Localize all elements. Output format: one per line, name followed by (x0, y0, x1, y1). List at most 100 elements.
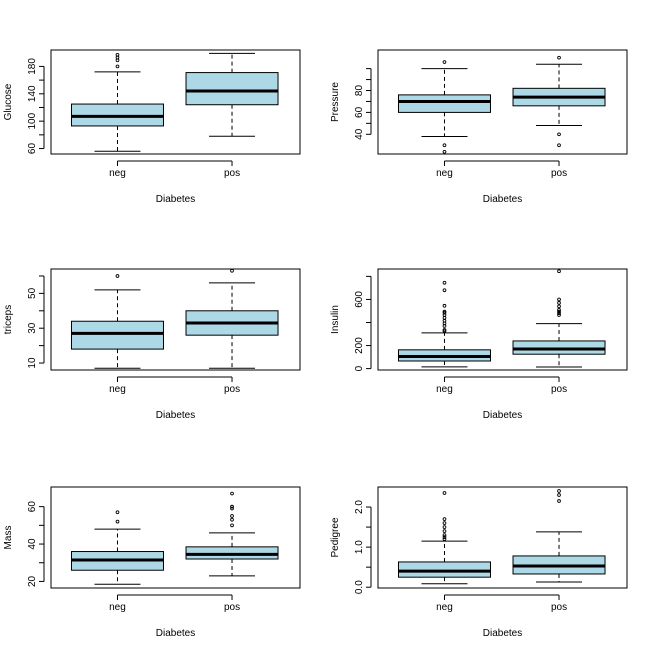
outlier-point (230, 506, 234, 511)
outlier-point (442, 280, 447, 285)
outlier-point (442, 143, 447, 148)
box-pos (185, 268, 279, 369)
y-axis-title: Insulin (330, 305, 341, 334)
outlier-point (230, 514, 234, 518)
outlier-point (442, 318, 447, 323)
iqr-box (185, 72, 279, 106)
box-pos (512, 55, 606, 148)
plot-frame (377, 486, 628, 589)
outlier-point (557, 297, 561, 302)
outlier-point (442, 149, 447, 154)
outlier-point (557, 304, 561, 309)
iqr-box (397, 561, 491, 578)
x-tick-label: neg (436, 384, 453, 395)
outlier-point (115, 510, 120, 515)
outlier-point (442, 529, 447, 533)
outlier-point (115, 52, 120, 57)
x-axis-title: Diabetes (483, 194, 522, 205)
x-axis-title: Diabetes (483, 628, 522, 639)
x-tick-label: neg (109, 384, 126, 395)
plot-frame (377, 49, 628, 155)
outlier-point (442, 328, 447, 332)
y-tick-label: 100 (27, 112, 38, 129)
outlier-point (442, 316, 447, 320)
outlier-point (230, 517, 234, 522)
outlier-point (557, 143, 561, 148)
y-tick-label: 40 (27, 538, 38, 550)
y-tick-label: 2.0 (354, 500, 365, 514)
plot-frame (50, 49, 301, 155)
outlier-point (442, 303, 447, 308)
panel-middle-left: 10 30 50 triceps neg pos Diabetes (3, 268, 301, 421)
y-tick-label: 60 (354, 106, 365, 118)
outlier-point (557, 132, 561, 137)
x-tick-label: neg (436, 168, 453, 179)
outlier-point (442, 525, 447, 529)
outlier-point (442, 313, 447, 317)
y-tick-label: 600 (354, 291, 365, 308)
y-tick-label: 0 (354, 365, 365, 371)
outlier-point (442, 521, 447, 525)
outlier-point (557, 313, 561, 317)
outlier-point (557, 499, 561, 503)
plot-frame (377, 268, 628, 371)
x-tick-label: pos (551, 168, 567, 179)
box-pos (185, 52, 279, 137)
outlier-point (230, 504, 234, 509)
y-tick-label: 60 (27, 501, 38, 513)
y-tick-label: 80 (354, 85, 365, 97)
panel-top-right: 40 60 80 Pressure neg pos Diabetes (330, 49, 628, 205)
outlier-point (442, 491, 447, 495)
x-axis-title: Diabetes (156, 628, 195, 639)
y-axis-title: Pedigree (330, 517, 341, 557)
iqr-box (70, 320, 164, 350)
outlier-point (442, 537, 447, 541)
y-tick-label: 40 (354, 128, 365, 140)
outlier-point (230, 523, 234, 528)
y-tick-label: 10 (27, 357, 38, 369)
box-neg (70, 510, 164, 585)
panel-bottom-left: 20 40 60 Mass neg pos Diabetes (3, 486, 301, 639)
x-tick-label: pos (224, 384, 240, 395)
outlier-point (557, 55, 561, 60)
outlier-point (442, 517, 447, 521)
x-tick-label: pos (224, 602, 240, 613)
outlier-point (557, 493, 561, 497)
outlier-point (557, 269, 561, 274)
outlier-point (442, 288, 447, 293)
box-pos (512, 489, 606, 583)
outlier-point (442, 60, 447, 64)
y-tick-label: 20 (27, 575, 38, 587)
y-axis-title: Glucose (3, 83, 14, 120)
y-tick-label: 0.0 (354, 580, 365, 594)
box-neg (70, 274, 164, 369)
outlier-point (557, 311, 561, 316)
y-tick-label: 200 (354, 337, 365, 354)
box-neg (397, 280, 491, 368)
y-axis-title: triceps (3, 305, 14, 334)
outlier-point (442, 535, 447, 539)
box-neg (397, 60, 491, 154)
plot-frame (50, 486, 301, 589)
y-tick-label: 30 (27, 322, 38, 334)
x-axis-title: Diabetes (156, 410, 195, 421)
x-tick-label: pos (551, 602, 567, 613)
outlier-point (442, 309, 447, 314)
box-pos (512, 269, 606, 368)
panel-middle-right: 0 200 600 Insulin neg pos Diabetes (330, 268, 628, 421)
outlier-point (557, 301, 561, 305)
y-tick-label: 140 (27, 85, 38, 102)
x-axis-title: Diabetes (156, 194, 195, 205)
y-tick-label: 50 (27, 287, 38, 299)
x-tick-label: pos (224, 168, 240, 179)
panel-top-left: 60 100 140 180 Glucose neg pos Diabetes (3, 49, 301, 205)
y-tick-label: 180 (27, 58, 38, 75)
outlier-point (230, 491, 234, 496)
outlier-point (442, 533, 447, 537)
box-neg (397, 491, 491, 585)
outlier-point (557, 307, 561, 312)
outlier-point (115, 519, 120, 524)
outlier-point (115, 64, 120, 69)
x-tick-label: pos (551, 384, 567, 395)
